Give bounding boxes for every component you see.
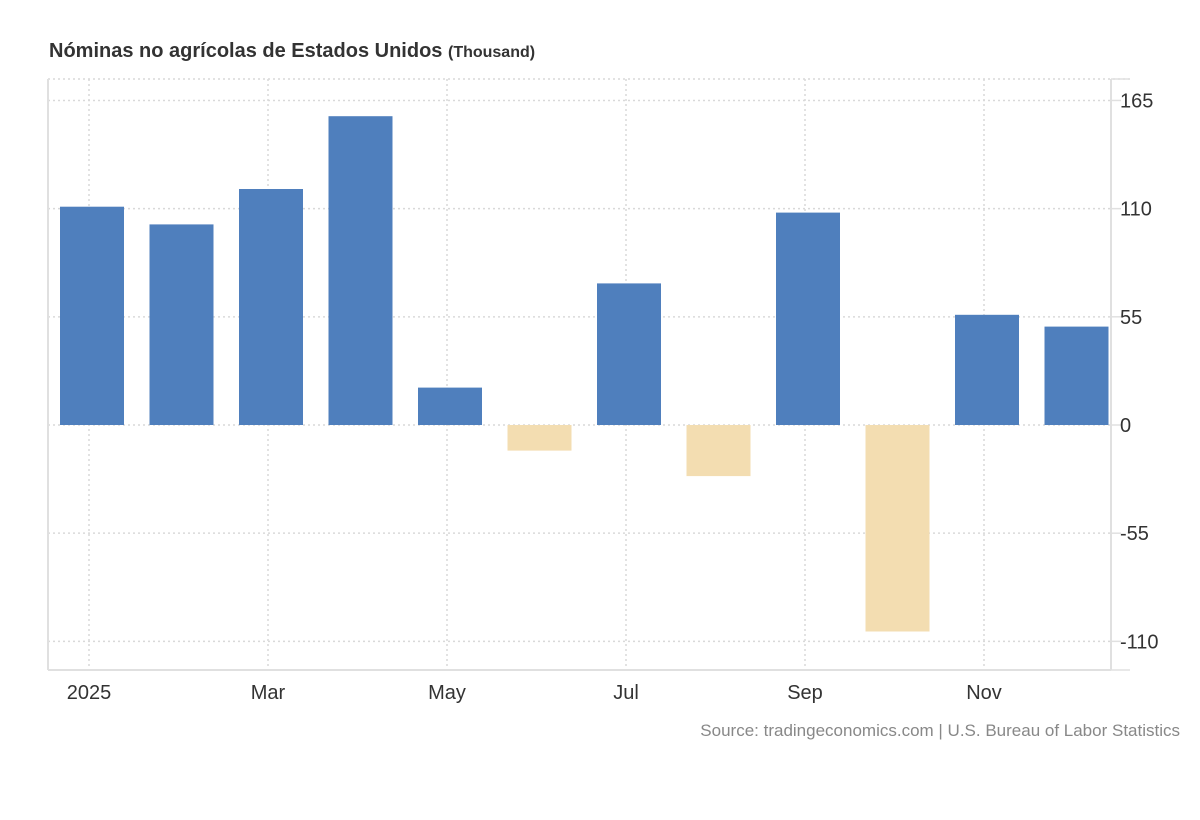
y-tick-label: 165 <box>1120 90 1153 112</box>
bar-dec-2025[interactable] <box>1044 326 1109 425</box>
x-axis-ticks: 2025 Mar May Jul Sep Nov <box>67 682 1002 704</box>
bar-sep-2025[interactable] <box>776 212 840 425</box>
y-tick-label: 110 <box>1120 199 1152 221</box>
y-tick-label: 55 <box>1120 307 1142 329</box>
y-tick-label: -110 <box>1120 631 1159 653</box>
bar-oct-2025[interactable] <box>865 425 930 632</box>
y-tick-label: -55 <box>1120 523 1149 545</box>
x-tick-label: Mar <box>251 682 286 704</box>
chart-title-text: Nóminas no agrícolas de Estados Unidos <box>49 40 443 62</box>
bar-jun-2025[interactable] <box>507 425 572 451</box>
x-tick-label: 2025 <box>67 682 112 704</box>
chart-unit: (Thousand) <box>447 44 536 61</box>
bar-may-2025[interactable] <box>418 387 482 425</box>
bar-apr-2025[interactable] <box>328 116 393 425</box>
bar-jan-2025[interactable] <box>60 206 124 425</box>
x-tick-label: May <box>428 682 466 704</box>
bar-feb-2025[interactable] <box>149 224 214 425</box>
axes <box>47 78 1130 671</box>
y-tick-label: 0 <box>1120 415 1131 437</box>
chart-title: Nóminas no agrícolas de Estados Unidos (… <box>49 40 535 63</box>
x-tick-label: Jul <box>613 682 639 704</box>
source-note: Source: tradingeconomics.com | U.S. Bure… <box>700 721 1180 740</box>
bar-mar-2025[interactable] <box>239 189 303 425</box>
bars <box>60 116 1109 632</box>
bar-jul-2025[interactable] <box>597 283 661 425</box>
bar-nov-2025[interactable] <box>955 314 1019 425</box>
bar-aug-2025[interactable] <box>686 425 751 477</box>
x-tick-label: Sep <box>787 682 823 704</box>
x-tick-label: Nov <box>966 682 1002 704</box>
y-axis-ticks: 165 110 55 0 -55 -110 <box>1120 90 1159 653</box>
